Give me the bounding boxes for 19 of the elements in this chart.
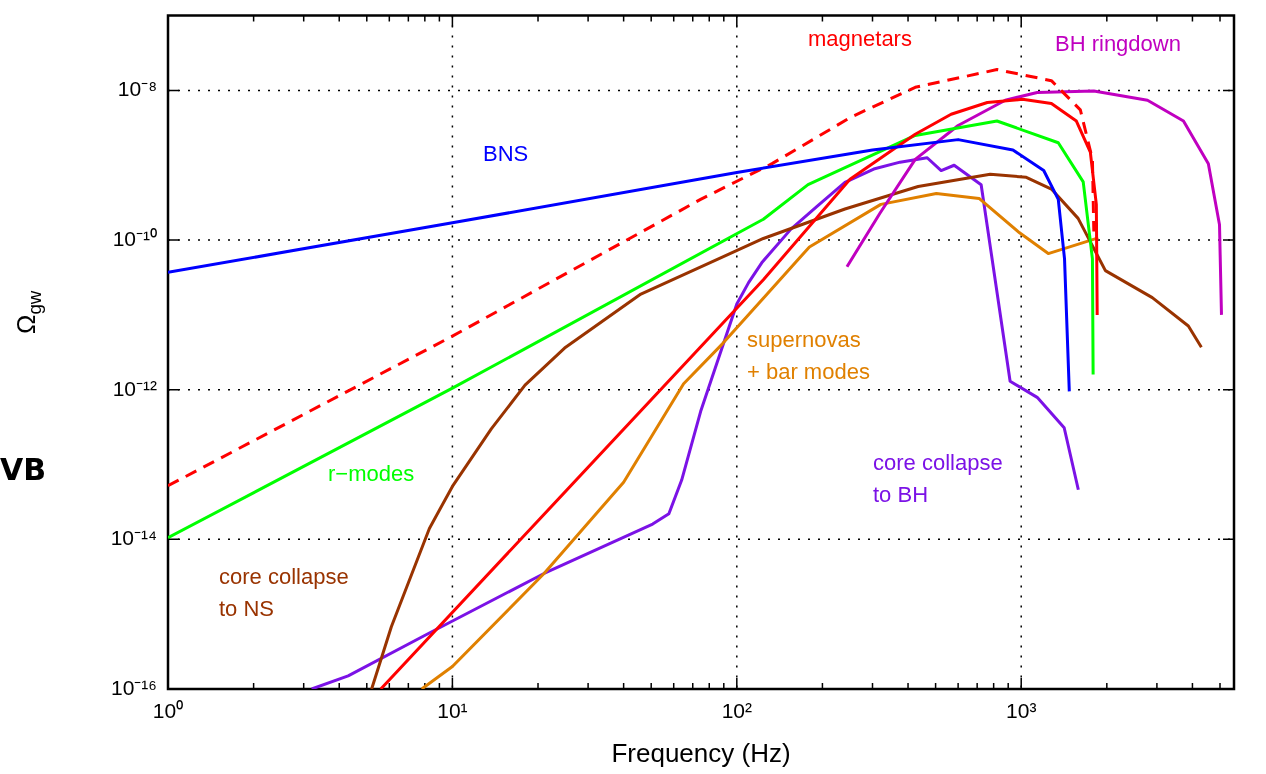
series-label: core collapse to NS xyxy=(219,564,349,622)
y-tick-label: 10⁻¹² xyxy=(112,376,157,400)
y-tick-label: 10⁻¹⁴ xyxy=(110,526,157,550)
y-tick-label: 10⁻⁸ xyxy=(117,77,157,101)
text: core collapse to BH xyxy=(873,450,1003,508)
series-label: supernovas + bar modes xyxy=(747,327,870,385)
series-label: BNS xyxy=(483,141,529,167)
text: magnetars xyxy=(808,26,912,52)
series-label: r−modes xyxy=(328,461,415,487)
y-axis-title: Ωgw xyxy=(11,290,45,334)
x-tick-label: 10³ xyxy=(1006,699,1037,723)
series-label: BH ringdown xyxy=(1055,31,1181,57)
x-axis-title: Frequency (Hz) xyxy=(611,737,791,768)
text: VB xyxy=(0,451,47,487)
x-tick-label: 10² xyxy=(721,699,752,723)
x-tick-label: 10⁰ xyxy=(152,699,184,723)
y-tick-label: 10⁻¹⁶ xyxy=(111,675,157,699)
x-tick-label: 10¹ xyxy=(437,699,468,723)
y-tick-label: 10⁻¹⁰ xyxy=(112,226,157,250)
